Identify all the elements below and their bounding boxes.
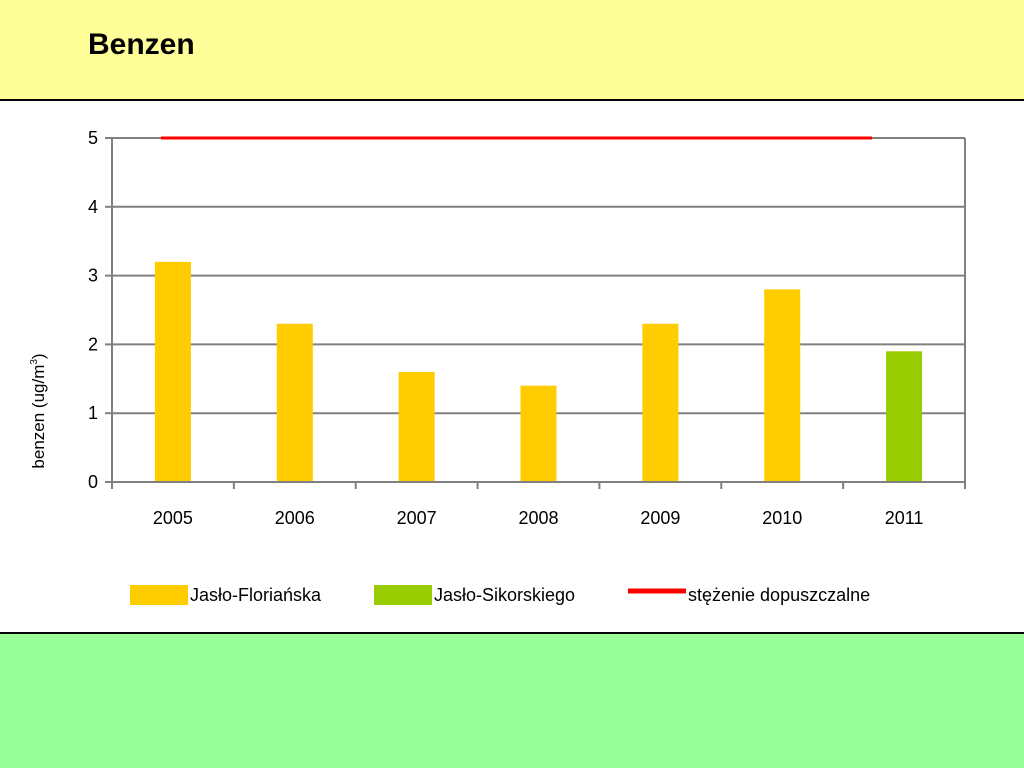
x-tick-label: 2008 [518,508,558,528]
y-axis-label: benzen (ug/m3) [29,353,48,468]
y-tick-label: 3 [88,266,98,286]
bar [520,385,557,482]
bar [276,323,313,482]
x-tick-label: 2005 [153,508,193,528]
legend-item: stężenie dopuszczalne [628,585,870,605]
x-tick-label: 2011 [885,508,924,528]
x-tick-label: 2009 [640,508,680,528]
axis-layer: 0 1 2 3 4 5 2005 2006 2007 2008 2009 2010 2011 [88,128,966,528]
bottom-band [0,634,1024,768]
benzene-bar-chart: 0 1 2 3 4 5 2005 2006 2007 2008 2009 2010 2011 benze… [29,128,966,605]
legend-item: Jasło-Sikorskiego [374,585,575,605]
y-tick-label: 1 [88,403,98,423]
x-tick-label: 2007 [397,508,437,528]
legend: Jasło-Floriańska Jasło-Sikorskiego stężeni… [130,585,870,605]
y-tick-label: 4 [88,197,98,217]
bar [764,289,801,482]
bar [398,371,435,482]
x-tick-label: 2010 [762,508,802,528]
chart-panel: 0 1 2 3 4 5 2005 2006 2007 2008 2009 2010 2011 benze… [0,99,1024,634]
legend-label: Jasło-Sikorskiego [434,585,575,605]
y-tick-label: 2 [88,334,98,354]
title-band: Benzen [0,0,1024,99]
legend-swatch [130,585,188,605]
bar [886,351,923,482]
x-tick-label: 2006 [275,508,315,528]
legend-label: Jasło-Floriańska [190,585,322,605]
y-tick-label: 5 [88,128,98,148]
legend-swatch [374,585,432,605]
bar [642,323,679,482]
bars-layer [154,261,923,482]
slide-title: Benzen [88,28,195,61]
legend-item: Jasło-Floriańska [130,585,322,605]
legend-label: stężenie dopuszczalne [688,585,870,605]
bar [154,261,191,482]
y-tick-label: 0 [88,472,98,492]
